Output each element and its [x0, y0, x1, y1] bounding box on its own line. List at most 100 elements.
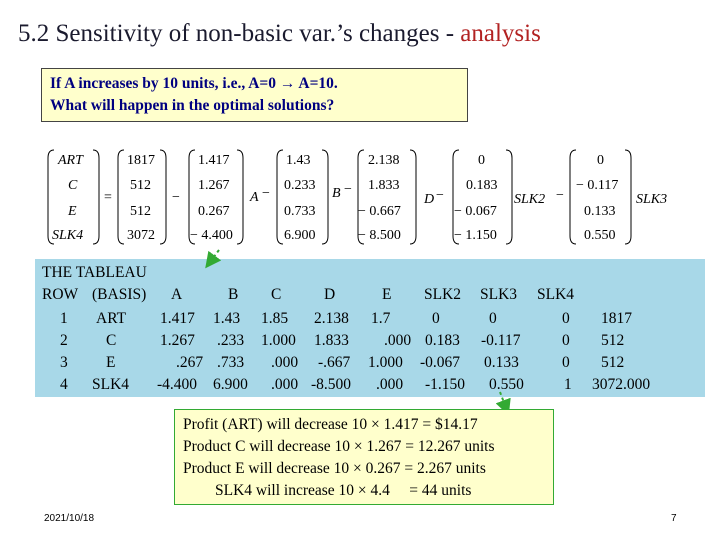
table-cell: .267: [176, 354, 204, 371]
basis-slk4: SLK4: [52, 228, 84, 243]
col-slk2-value: − 0.067: [454, 204, 497, 219]
table-cell: 0: [562, 354, 570, 371]
question-line-1: If A increases by 10 units, i.e., A=0 → …: [50, 75, 338, 92]
equals-sign: =: [104, 190, 112, 205]
col-d-value: 2.138: [368, 153, 400, 168]
matrix-equation: ART C E SLK4 = 1817 512 512 3072 − 1.417…: [0, 0, 720, 260]
col-slk3-value: − 0.117: [576, 178, 619, 193]
table-cell: 1.417: [160, 310, 195, 327]
table-cell: .000: [271, 354, 299, 371]
col-d-value: − 0.667: [358, 204, 401, 219]
table-cell: 512: [601, 354, 625, 371]
table-cell: .233: [217, 332, 245, 349]
header-c: C: [271, 286, 282, 303]
bracket-lines: [47, 149, 632, 245]
table-cell: -0.117: [481, 332, 521, 349]
col-slk3-value: 0.550: [584, 228, 616, 243]
table-cell: 1: [60, 310, 68, 327]
table-cell: C: [106, 332, 117, 349]
col-a-value: 0.267: [198, 204, 230, 219]
footer-date: 2021/10/18: [44, 513, 95, 524]
col-a-value: − 4.400: [190, 228, 233, 243]
var-a: A: [250, 190, 259, 205]
table-cell: SLK4: [92, 376, 130, 393]
table-cell: 0.133: [484, 354, 519, 371]
table-cell: 1: [564, 376, 572, 393]
basis-art: ART: [58, 153, 83, 168]
rhs-value: 512: [130, 204, 151, 219]
tableau-heading: THE TABLEAU: [42, 264, 147, 281]
header-a: A: [171, 286, 183, 303]
col-d-value: − 8.500: [358, 228, 401, 243]
page-number: 7: [671, 513, 677, 524]
var-slk3: SLK3: [636, 192, 668, 207]
col-slk3-value: 0: [597, 153, 604, 168]
table-cell: 512: [601, 332, 625, 349]
table-cell: -4.400: [157, 376, 198, 393]
table-cell: 0.183: [425, 332, 460, 349]
minus-sign: −: [556, 188, 564, 203]
col-b-value: 0.233: [284, 178, 316, 193]
table-cell: 0: [562, 332, 570, 349]
basis-e: E: [68, 204, 77, 219]
table-cell: 3: [60, 354, 68, 371]
table-cell: 1.43: [213, 310, 241, 327]
header-slk3: SLK3: [480, 286, 518, 303]
header-e: E: [382, 286, 392, 303]
table-cell: 1817: [601, 310, 632, 327]
header-slk2: SLK2: [424, 286, 462, 303]
table-cell: 1.000: [261, 332, 296, 349]
col-slk2-value: 0: [478, 153, 485, 168]
table-cell: -1.150: [425, 376, 466, 393]
table-cell: 1.267: [160, 332, 195, 349]
table-cell: -.667: [318, 354, 351, 371]
table-cell: E: [106, 354, 116, 371]
table-cell: .000: [376, 376, 404, 393]
tableau-panel: THE TABLEAU ROW (BASIS) A B C D E SLK2 S…: [35, 259, 705, 397]
col-slk3-value: 0.133: [584, 204, 616, 219]
rhs-value: 3072: [127, 228, 155, 243]
col-slk2-value: 0.183: [466, 178, 498, 193]
table-cell: 1.7: [371, 310, 391, 327]
question-box: If A increases by 10 units, i.e., A=0 → …: [41, 68, 468, 122]
title-main: 5.2 Sensitivity of non-basic var.’s chan…: [18, 20, 461, 47]
table-cell: 0.550: [489, 376, 524, 393]
table-cell: 2: [60, 332, 68, 349]
header-row: ROW: [42, 286, 79, 303]
col-b-value: 6.900: [284, 228, 316, 243]
minus-sign: −: [262, 186, 270, 201]
table-cell: -0.067: [420, 354, 461, 371]
header-b: B: [228, 286, 239, 303]
table-cell: 1.85: [261, 310, 289, 327]
rhs-value: 512: [130, 178, 151, 193]
basis-c: C: [68, 178, 78, 193]
result-line: Product E will decrease 10 × 0.267 = 2.2…: [183, 460, 486, 477]
table-cell: 1.833: [314, 332, 349, 349]
col-a-value: 1.417: [198, 153, 230, 168]
col-a-value: 1.267: [198, 178, 230, 193]
table-cell: 6.900: [213, 376, 248, 393]
table-cell: 3072.000: [592, 376, 651, 393]
table-cell: 4: [60, 376, 68, 393]
table-cell: 0: [489, 310, 497, 327]
slide-title: 5.2 Sensitivity of non-basic var.’s chan…: [18, 20, 541, 48]
table-cell: ART: [96, 310, 127, 327]
minus-sign: −: [436, 188, 444, 203]
table-cell: 1.000: [368, 354, 403, 371]
result-line: Profit (ART) will decrease 10 × 1.417 = …: [183, 416, 478, 433]
table-cell: 0: [432, 310, 440, 327]
header-slk4: SLK4: [537, 286, 575, 303]
col-b-value: 0.733: [284, 204, 316, 219]
table-cell: .000: [271, 376, 299, 393]
result-line: SLK4 will increase 10 × 4.4 = 44 units: [215, 482, 472, 499]
table-cell: .000: [384, 332, 412, 349]
col-slk2-value: − 1.150: [454, 228, 497, 243]
table-cell: 0: [562, 310, 570, 327]
var-d: D: [424, 192, 435, 207]
col-b-value: 1.43: [286, 153, 311, 168]
result-line: Product C will decrease 10 × 1.267 = 12.…: [183, 438, 495, 455]
question-line-2: What will happen in the optimal solution…: [50, 97, 335, 114]
header-basis: (BASIS): [92, 286, 147, 303]
table-cell: .733: [217, 354, 245, 371]
rhs-value: 1817: [127, 153, 155, 168]
